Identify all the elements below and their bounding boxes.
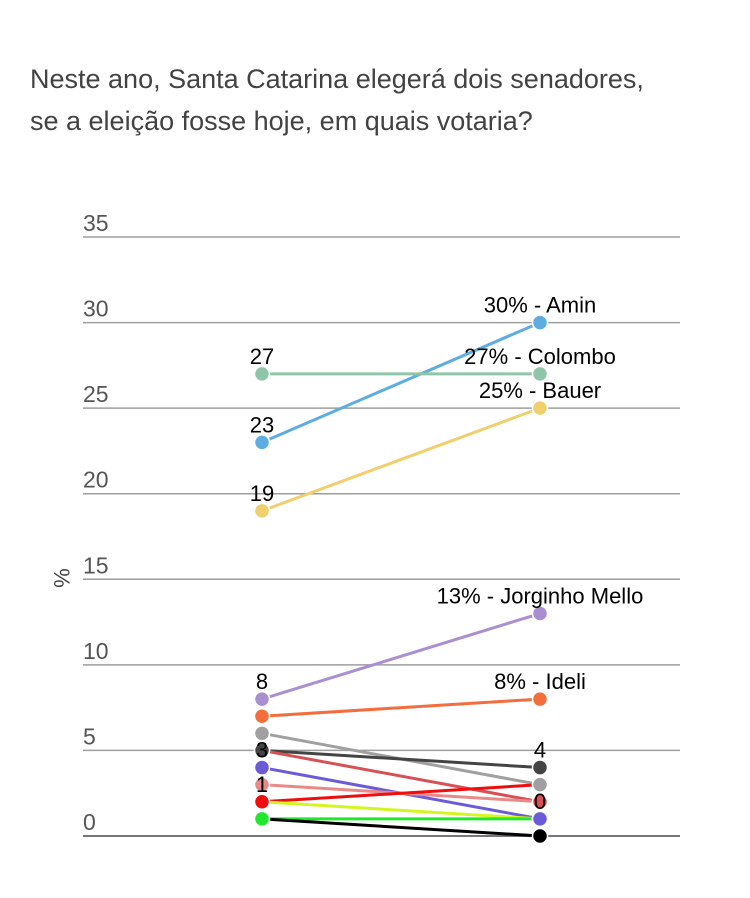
- start-point: [253, 742, 271, 759]
- start-data-label: 8: [256, 669, 268, 694]
- end-point: [531, 827, 549, 845]
- series-line: [260, 783, 542, 804]
- start-point: [253, 776, 271, 793]
- end-point: [531, 776, 549, 793]
- end-point: [531, 690, 549, 708]
- start-data-label: 3: [256, 738, 268, 763]
- end-point: [531, 365, 549, 383]
- y-tick-label: 10: [83, 638, 109, 664]
- y-tick-label: 5: [83, 723, 96, 749]
- y-tick-label: 35: [83, 210, 109, 236]
- start-data-label: 27: [250, 344, 274, 369]
- chart-title-line-2: se a eleição fosse hoje, em quais votari…: [30, 106, 533, 136]
- end-data-label: 30% - Amin: [484, 293, 597, 318]
- start-point: [253, 690, 271, 708]
- start-point: [253, 759, 271, 776]
- start-data-label: 23: [250, 412, 274, 437]
- start-point: [253, 707, 271, 725]
- chart-title: Neste ano, Santa Catarina elegerá dois s…: [30, 58, 720, 142]
- start-data-label: 19: [250, 481, 274, 506]
- series-line: [260, 321, 542, 444]
- end-data-label: 25% - Bauer: [479, 378, 601, 403]
- end-point: [531, 314, 549, 331]
- start-point: [253, 810, 271, 828]
- start-point: [253, 434, 271, 451]
- y-axis-label: %: [49, 568, 74, 588]
- chart-title-line-1: Neste ano, Santa Catarina elegerá dois s…: [30, 64, 644, 94]
- series-line: [260, 748, 542, 804]
- series-line: [260, 612, 542, 701]
- series-line: [260, 817, 542, 838]
- start-point: [253, 725, 271, 742]
- start-point: [253, 502, 271, 520]
- end-data-label: 0: [534, 789, 546, 814]
- end-point: [531, 605, 549, 622]
- start-point: [253, 365, 271, 383]
- end-point: [531, 793, 549, 811]
- end-data-label: 27% - Colombo: [464, 344, 616, 369]
- end-point: [531, 810, 549, 828]
- y-tick-label: 25: [83, 381, 109, 407]
- end-data-label: 8% - Ideli: [494, 669, 586, 694]
- end-point: [531, 759, 549, 776]
- y-tick-label: 20: [83, 467, 109, 493]
- series-line: [260, 406, 542, 513]
- y-tick-label: 15: [83, 552, 109, 578]
- end-data-label: 13% - Jorginho Mello: [437, 584, 644, 609]
- end-data-label: 4: [534, 738, 546, 763]
- y-tick-label: 30: [83, 296, 109, 322]
- series-line: [260, 697, 542, 718]
- series-line: [260, 748, 542, 770]
- end-point: [531, 399, 549, 417]
- y-tick-label: 0: [83, 809, 96, 835]
- start-point: [253, 793, 271, 811]
- start-data-label: 1: [256, 772, 268, 797]
- series-line: [260, 800, 542, 821]
